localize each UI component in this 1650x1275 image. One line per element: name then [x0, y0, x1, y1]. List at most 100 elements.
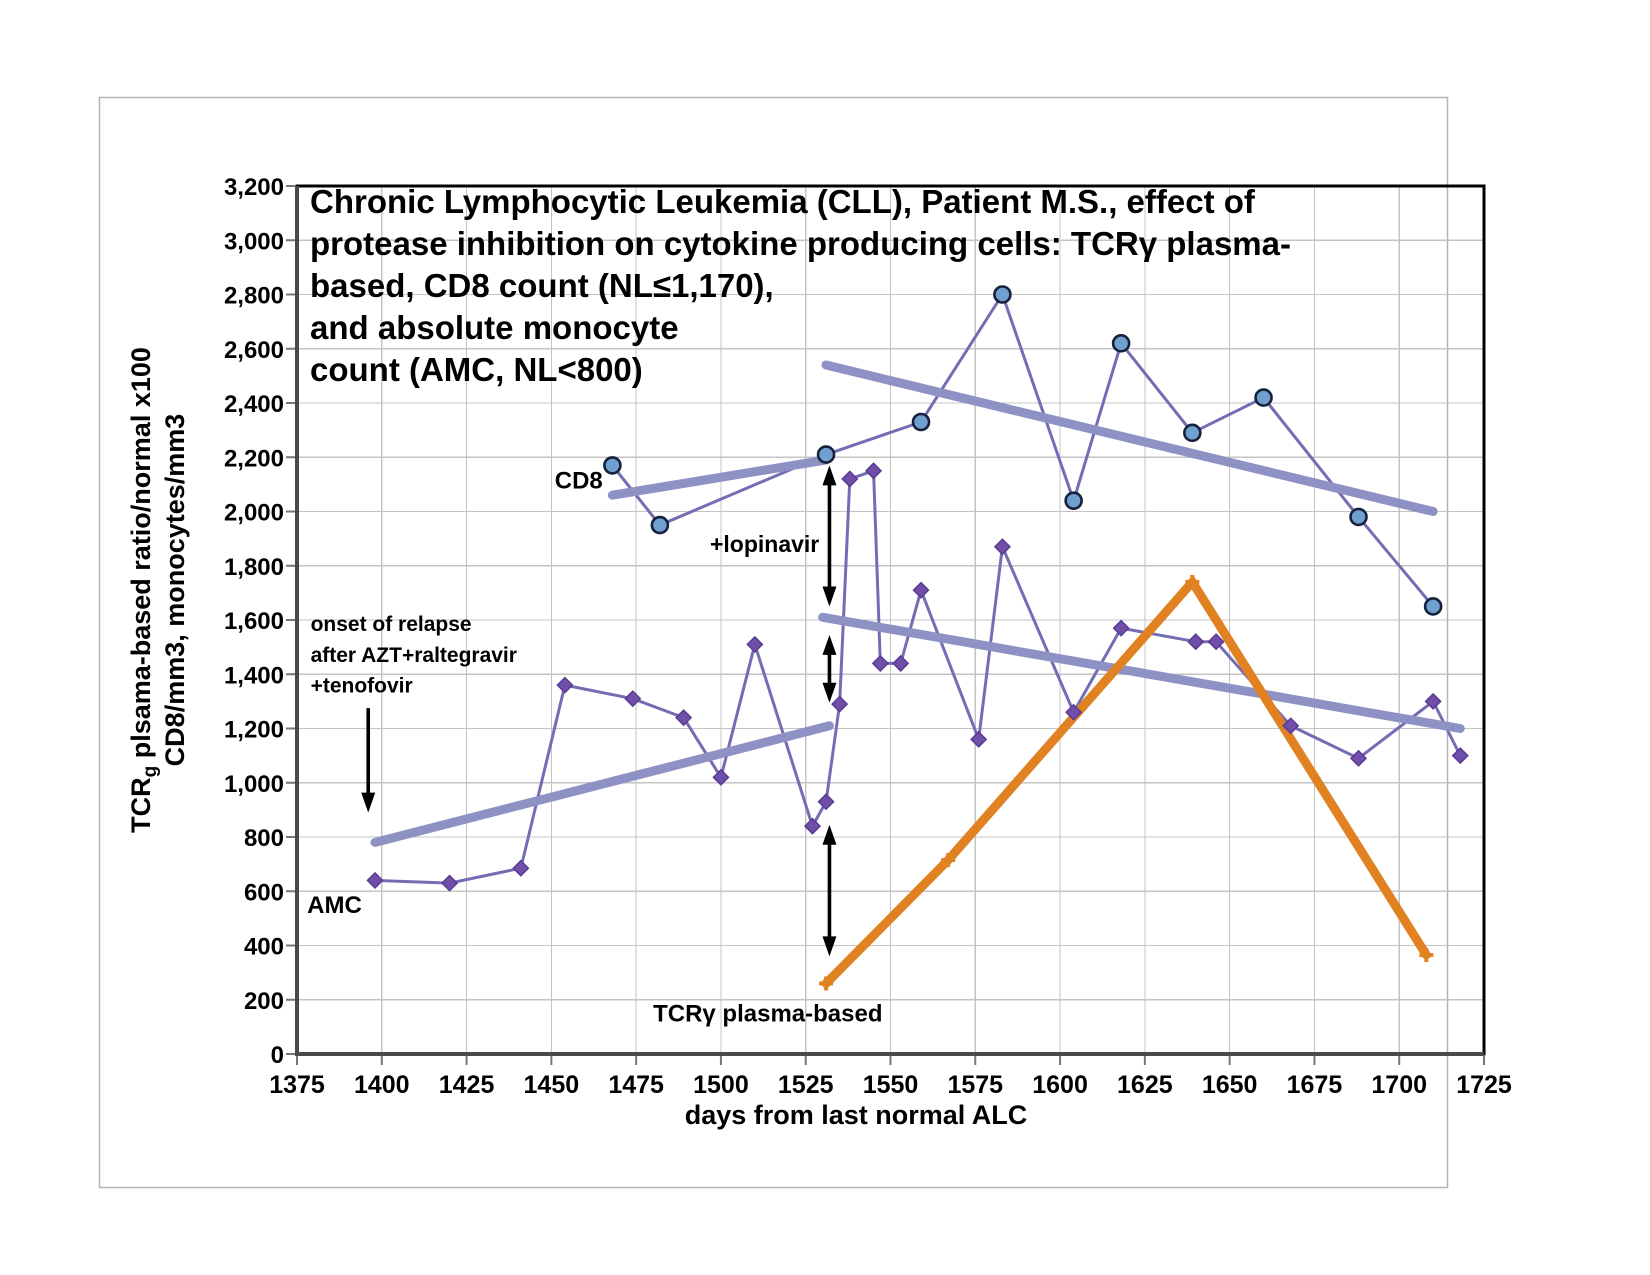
onset-of-relapse-label-line: +tenofovir	[311, 675, 413, 698]
y-axis-title-line2: CD8/mm3, monocytes/mm3	[160, 414, 190, 767]
amc-point	[1349, 749, 1368, 767]
y-tick-label: 1,800	[224, 554, 284, 581]
amc-point	[892, 654, 910, 672]
chart-title-line: Chronic Lymphocytic Leukemia (CLL), Pati…	[310, 183, 1256, 220]
x-tick-label: 1675	[1287, 1071, 1343, 1099]
x-tick-label: 1475	[608, 1071, 664, 1099]
amc-point	[1207, 633, 1225, 651]
amc-point	[871, 654, 889, 672]
series-markers	[366, 285, 1469, 892]
y-tick-label: 1,400	[224, 662, 284, 689]
cd8-trend-post-lopinavir	[821, 360, 1438, 516]
tcr-plasma-line	[821, 574, 1431, 988]
cd8-point	[1349, 507, 1368, 527]
cd8-point	[993, 285, 1012, 304]
chart-title-line: based, CD8 count (NL≤1,170),	[310, 267, 774, 304]
onset-of-relapse-label-line: after AZT+raltegravir	[311, 644, 517, 667]
series-label-amc: AMC	[307, 892, 362, 919]
y-tick-label: 1,000	[224, 771, 284, 798]
amc-point	[803, 817, 822, 835]
cd8-point	[1064, 491, 1083, 510]
amc-point	[970, 730, 988, 748]
y-tick-label: 2,800	[224, 283, 284, 310]
x-tick-label: 1650	[1202, 1071, 1258, 1099]
cd8-point	[816, 445, 836, 464]
annotation-texts: +lopinavir onset of relapse after AZT+ralt…	[311, 531, 820, 698]
amc-point	[366, 871, 384, 889]
lopinavir-arrow-2-head-down	[822, 682, 837, 703]
y-tick-label: 1,600	[224, 608, 284, 635]
x-tick-label: 1725	[1456, 1071, 1512, 1099]
tick-marks	[286, 185, 1485, 1065]
x-axis-title: days from last normal ALC	[685, 1100, 1028, 1130]
x-tick-label: 1525	[778, 1071, 834, 1099]
series-line-cd8	[611, 293, 1435, 608]
amc-point	[864, 462, 883, 480]
cd8-point	[603, 456, 622, 475]
y-tick-label: 2,000	[224, 500, 284, 527]
x-tick-label: 1425	[439, 1071, 495, 1099]
lopinavir-label: +lopinavir	[710, 531, 819, 557]
chart-title: Chronic Lymphocytic Leukemia (CLL), Pati…	[310, 183, 1291, 388]
chart-title-line: and absolute monocyte	[310, 309, 679, 346]
y-tick-label: 2,400	[224, 391, 284, 418]
lopinavir-arrow-1-head-up	[822, 465, 837, 486]
cd8-point	[1254, 388, 1273, 407]
amc-point	[1451, 747, 1469, 765]
axis-titles: days from last normal ALC TCRg plsama-bas…	[126, 347, 1027, 1130]
chart-title-line: count (AMC, NL<800)	[310, 351, 643, 388]
amc-point	[556, 676, 574, 694]
y-tick-label: 800	[244, 825, 284, 852]
amc-point	[624, 690, 642, 708]
x-tick-label: 1550	[863, 1071, 919, 1099]
x-tick-label: 1450	[524, 1071, 580, 1099]
chart-title-line: protease inhibition on cytokine producin…	[310, 225, 1291, 262]
x-tick-label: 1375	[269, 1071, 325, 1099]
x-tick-label: 1625	[1117, 1071, 1173, 1099]
amc-point	[1065, 703, 1083, 721]
lopinavir-arrow-3-head-up	[822, 824, 837, 845]
x-tick-label: 1700	[1371, 1071, 1427, 1099]
series-line-amc	[374, 469, 1462, 885]
y-axis-title-line1: TCRg plsama-based ratio/normal x100	[126, 347, 161, 833]
lopinavir-arrow-1-head-down	[822, 586, 837, 607]
tick-labels: 1375 1400 1425 1450 1475 1500 1525 1550 1575 1600…	[224, 174, 1512, 1099]
amc-point	[993, 538, 1011, 556]
amc-point	[675, 709, 693, 727]
gridlines	[297, 186, 1484, 1054]
lopinavir-arrow-2-head-up	[822, 634, 837, 655]
amc-point	[841, 470, 859, 488]
amc-point	[512, 859, 530, 877]
cd8-point	[1183, 423, 1202, 443]
series-label-cd8: CD8	[555, 467, 603, 494]
amc-point	[712, 768, 730, 786]
y-tick-label: 3,200	[224, 174, 284, 201]
amc-point	[817, 793, 835, 811]
amc-point	[1424, 692, 1442, 710]
amc-point	[1282, 717, 1300, 735]
y-tick-label: 2,600	[224, 337, 284, 364]
annotation-arrows	[361, 465, 837, 957]
amc-point	[441, 874, 459, 892]
series-labels: CD8 AMC TCRγ plasma-based	[307, 467, 882, 1027]
x-tick-label: 1600	[1032, 1071, 1088, 1099]
amc-point	[746, 635, 764, 653]
onset-arrow-head-down	[361, 792, 376, 813]
onset-of-relapse-label-line: onset of relapse	[311, 613, 472, 636]
y-tick-label: 0	[271, 1042, 284, 1069]
figure-border	[98, 96, 1449, 1189]
trendlines	[370, 360, 1465, 847]
amc-point	[1112, 619, 1130, 637]
series-label-tcrγ: TCRγ plasma-based	[653, 1000, 882, 1027]
amc-trend-pre-lopinavir	[370, 721, 834, 847]
y-tick-label: 600	[244, 879, 284, 906]
cd8-point	[1111, 334, 1131, 353]
axes	[295, 184, 1486, 1056]
cd8-point	[1423, 597, 1443, 616]
y-tick-label: 3,000	[224, 228, 284, 255]
y-tick-label: 200	[244, 988, 284, 1015]
amc-point	[1187, 633, 1205, 651]
tcr-plasma-series	[819, 574, 1434, 991]
lopinavir-arrow-3-head-down	[822, 936, 837, 957]
